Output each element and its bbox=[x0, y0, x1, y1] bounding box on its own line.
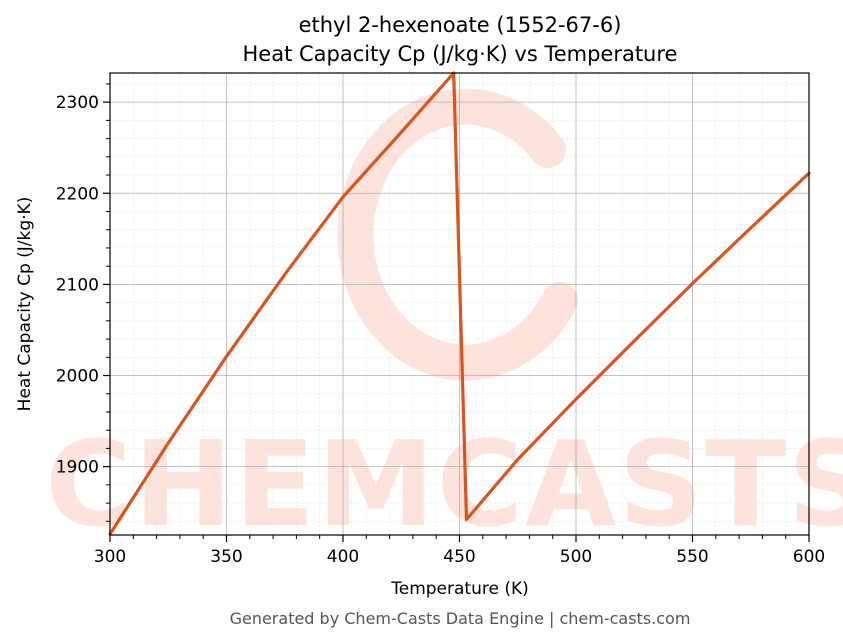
x-tick-label: 550 bbox=[676, 547, 708, 567]
watermark-text: CHEMCASTS bbox=[45, 415, 843, 553]
y-axis-label: Heat Capacity Cp (J/kg·K) bbox=[15, 197, 35, 412]
x-tick-label: 400 bbox=[327, 547, 359, 567]
chart-title-line1: ethyl 2-hexenoate (1552-67-6) bbox=[299, 13, 622, 37]
axis-ticks: 300 350 400 450 500 550 600 1900 2000 2100 2200 230… bbox=[56, 83, 825, 567]
watermark: CHEMCASTS bbox=[45, 88, 843, 553]
footer-credit: Generated by Chem-Casts Data Engine | ch… bbox=[230, 609, 691, 628]
series-layer bbox=[108, 71, 811, 536]
x-tick-label: 300 bbox=[94, 547, 126, 567]
x-tick-label: 600 bbox=[793, 547, 825, 567]
cp-series-line bbox=[108, 71, 811, 536]
x-tick-label: 350 bbox=[210, 547, 242, 567]
x-tick-label: 450 bbox=[443, 547, 475, 567]
y-tick-label: 1900 bbox=[56, 458, 99, 478]
y-tick-label: 2300 bbox=[56, 93, 99, 113]
x-axis-label: Temperature (K) bbox=[390, 579, 529, 599]
x-tick-label: 500 bbox=[560, 547, 592, 567]
y-tick-label: 2100 bbox=[56, 275, 99, 295]
y-tick-label: 2200 bbox=[56, 184, 99, 204]
watermark-logo-arc bbox=[337, 88, 578, 381]
chart-title-line2: Heat Capacity Cp (J/kg·K) vs Temperature bbox=[243, 42, 678, 66]
y-tick-label: 2000 bbox=[56, 367, 99, 387]
